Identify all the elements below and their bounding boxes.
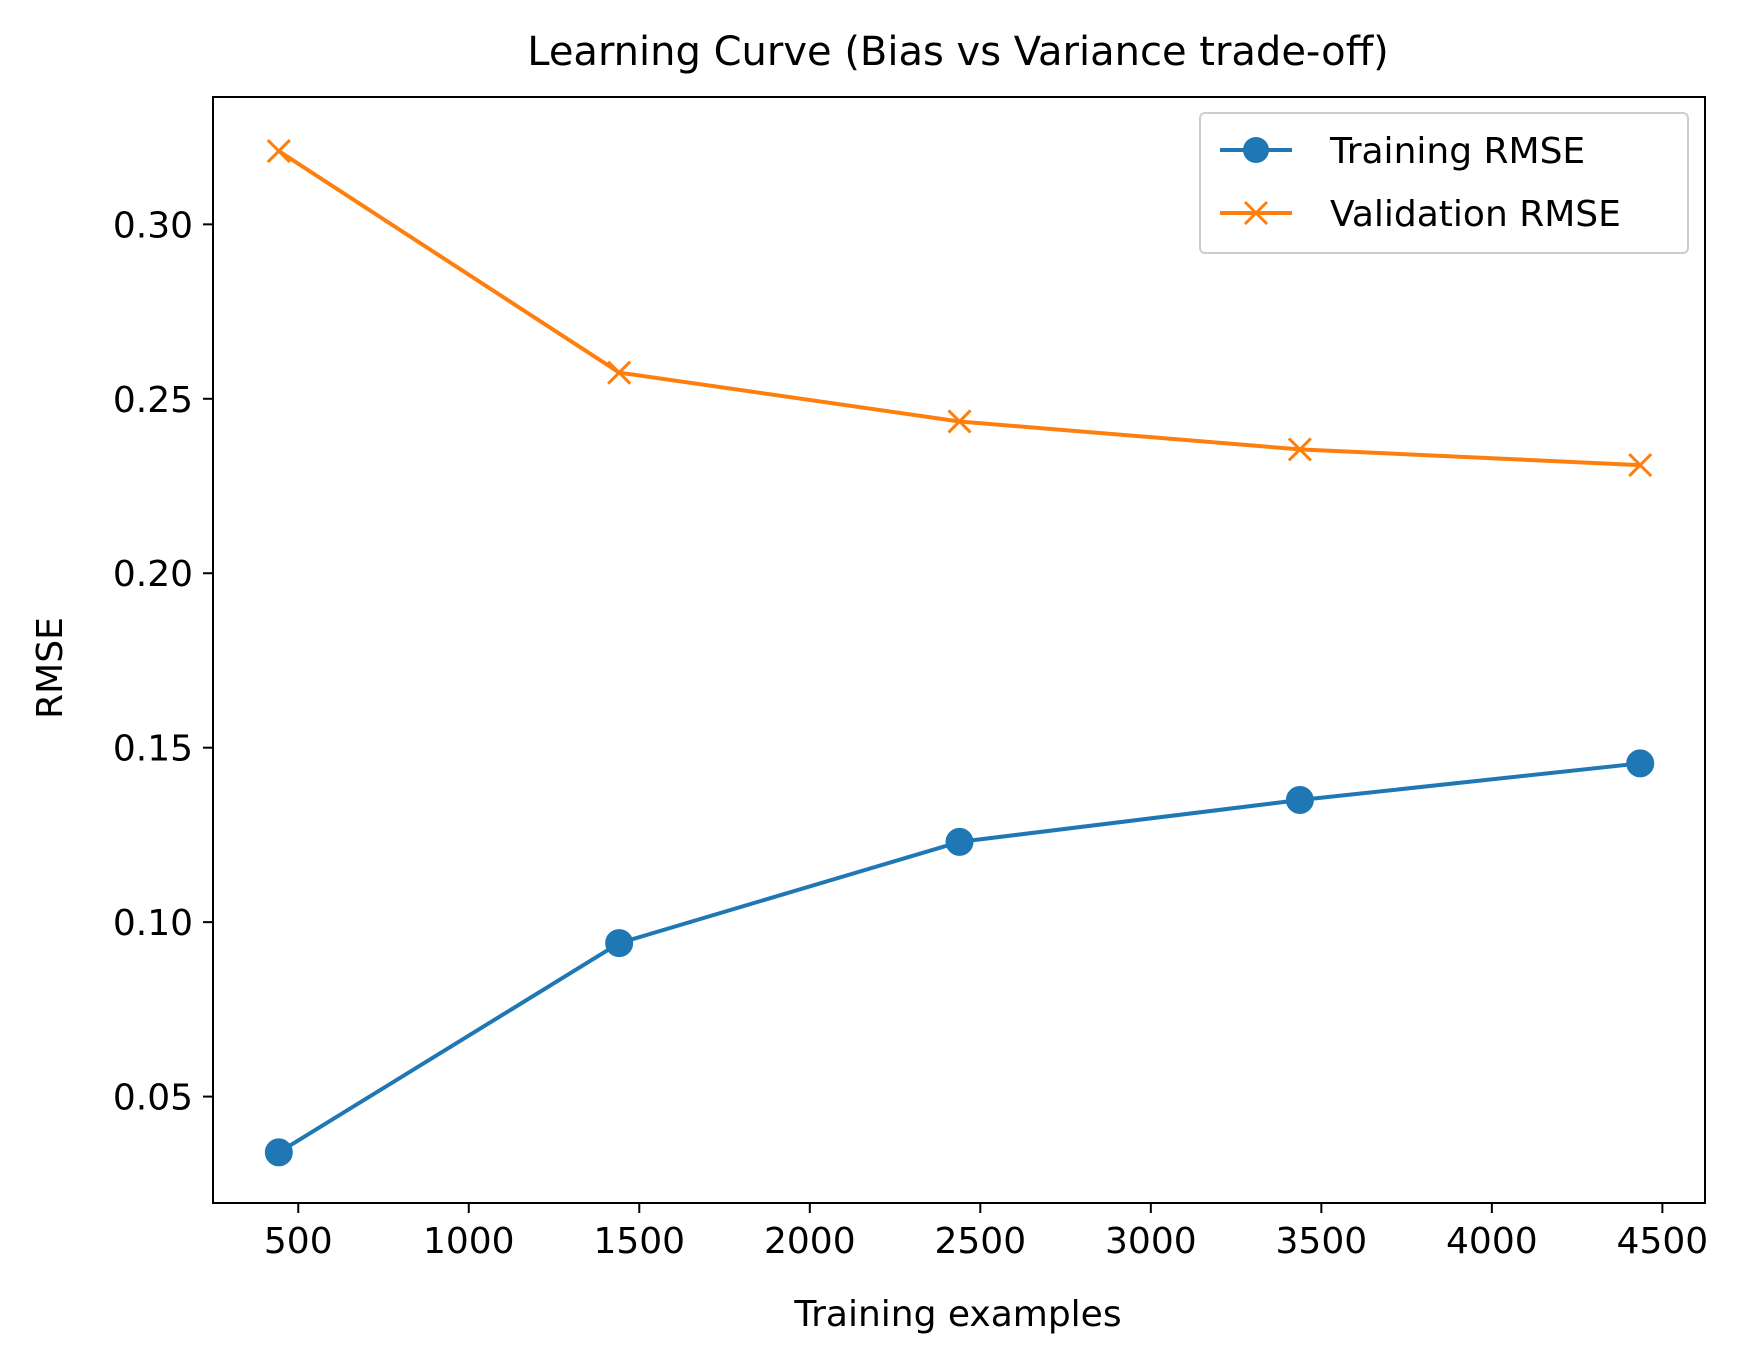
plot-frame xyxy=(212,96,1706,1204)
x-tick-label: 1500 xyxy=(593,1221,685,1262)
data-point xyxy=(945,827,974,856)
y-tick-label: 0.15 xyxy=(113,729,193,770)
data-point xyxy=(605,929,634,958)
x-tick-label: 4500 xyxy=(1617,1221,1709,1262)
axes: 500 1000 1500 2000 2500 3000 3500 4000 4500 0.05 0… xyxy=(113,96,1709,1262)
y-tick-label: 0.30 xyxy=(113,205,193,246)
y-tick-label: 0.20 xyxy=(113,554,193,595)
x-tick-label: 1000 xyxy=(423,1221,515,1262)
x-tick-label: 2000 xyxy=(764,1221,856,1262)
x-axis-label: Training examples xyxy=(793,1294,1121,1335)
y-tick-label: 0.25 xyxy=(113,380,193,421)
data-point xyxy=(1628,453,1653,478)
legend-swatch-marker xyxy=(1243,137,1269,163)
x-tick-label: 3000 xyxy=(1105,1221,1197,1262)
plot-area xyxy=(264,139,1655,1167)
y-axis-label: RMSE xyxy=(30,617,71,719)
legend-box xyxy=(1199,112,1689,254)
x-tick-label: 4000 xyxy=(1446,1221,1538,1262)
data-point xyxy=(1287,437,1312,462)
data-point xyxy=(266,139,291,164)
data-point xyxy=(264,1138,293,1167)
data-point xyxy=(607,360,632,385)
data-point xyxy=(1626,749,1655,778)
data-point xyxy=(947,409,972,434)
legend: Training RMSE Validation RMSE xyxy=(1199,112,1689,254)
legend-label: Validation RMSE xyxy=(1330,194,1621,235)
x-tick-label: 2500 xyxy=(935,1221,1027,1262)
x-tick-label: 3500 xyxy=(1276,1221,1368,1262)
legend-label: Training RMSE xyxy=(1329,131,1585,172)
data-point xyxy=(1285,786,1314,815)
y-tick-label: 0.10 xyxy=(113,903,193,944)
x-tick-label: 500 xyxy=(264,1221,333,1262)
y-tick-label: 0.05 xyxy=(113,1078,193,1119)
legend-swatch-marker xyxy=(1243,200,1269,226)
chart-title: Learning Curve (Bias vs Variance trade-o… xyxy=(527,29,1389,75)
